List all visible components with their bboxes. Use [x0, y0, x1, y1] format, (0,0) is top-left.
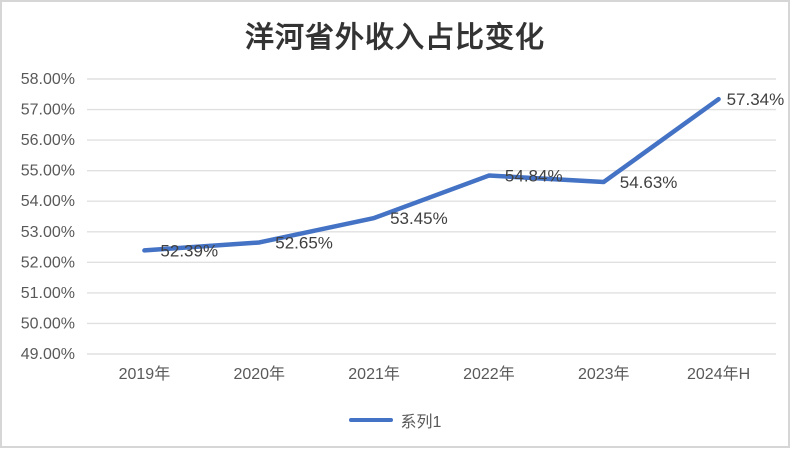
data-label: 54.84% [505, 167, 563, 186]
data-label: 52.65% [275, 233, 333, 252]
data-label: 54.63% [620, 173, 678, 192]
y-axis-tick-label: 57.00% [21, 102, 75, 119]
y-axis-tick-label: 51.00% [21, 285, 75, 302]
x-axis-tick-label: 2019年 [119, 365, 171, 383]
y-axis-tick-label: 56.00% [21, 132, 75, 149]
x-axis-tick-label: 2020年 [233, 365, 285, 383]
legend-series-label: 系列1 [400, 414, 442, 431]
data-label: 53.45% [390, 209, 448, 228]
data-label: 52.39% [160, 241, 218, 260]
y-axis-tick-label: 50.00% [21, 315, 75, 332]
x-axis-tick-label: 2024年H [687, 365, 750, 383]
y-axis-tick-label: 58.00% [21, 71, 75, 88]
legend: 系列1 [2, 408, 788, 432]
legend-line-swatch [348, 418, 393, 422]
series-line [142, 96, 721, 253]
x-axis-tick-label: 2022年 [463, 365, 515, 383]
y-axis-tick-label: 52.00% [21, 254, 75, 271]
y-axis-tick-label: 54.00% [21, 193, 75, 210]
x-axis-tick-label: 2023年 [578, 365, 630, 383]
y-axis-tick-label: 53.00% [21, 224, 75, 241]
y-axis-tick-label: 49.00% [21, 346, 75, 363]
data-label: 57.34% [727, 90, 785, 109]
chart-title: 洋河省外收入占比变化 [244, 20, 545, 54]
x-axis-tick-label: 2021年 [348, 365, 400, 383]
y-axis-tick-label: 55.00% [21, 163, 75, 180]
